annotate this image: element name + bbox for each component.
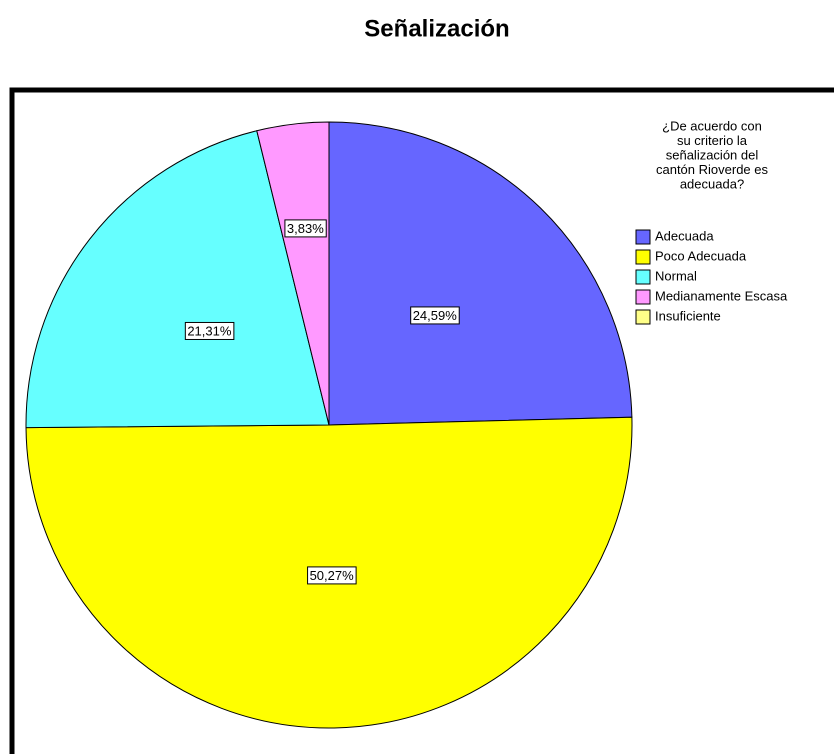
- chart-title: Señalización: [364, 15, 509, 42]
- legend-swatch: [635, 269, 651, 285]
- data-label-box: [284, 219, 327, 238]
- legend-title: ¿De acuerdo con: [662, 118, 762, 133]
- legend-label: Insuficiente: [655, 308, 721, 323]
- data-label-box: [410, 306, 460, 325]
- legend-swatch: [635, 289, 651, 305]
- pie-slice: [25, 130, 330, 429]
- legend-label: Normal: [655, 268, 697, 283]
- legend-label: Medianamente Escasa: [655, 288, 788, 303]
- legend-swatch: [635, 229, 651, 245]
- legend-label: Poco Adecuada: [655, 248, 747, 263]
- pie-slice: [328, 121, 633, 426]
- data-label: 3,83%: [287, 221, 324, 236]
- legend-swatch: [635, 249, 651, 265]
- legend-title: señalización del: [666, 147, 759, 162]
- data-label-box: [307, 566, 357, 585]
- data-label-box: [184, 321, 235, 340]
- legend-title: adecuada?: [680, 176, 744, 191]
- legend-swatch: [635, 309, 651, 325]
- legend-title: cantón Rioverde es: [656, 162, 769, 177]
- legend-title: su criterio la: [677, 133, 748, 148]
- legend-label: Adecuada: [655, 228, 714, 243]
- pie-slice: [256, 121, 330, 426]
- data-label: 24,59%: [413, 308, 458, 323]
- data-label: 50,27%: [310, 568, 355, 583]
- data-label: 21,31%: [187, 323, 232, 338]
